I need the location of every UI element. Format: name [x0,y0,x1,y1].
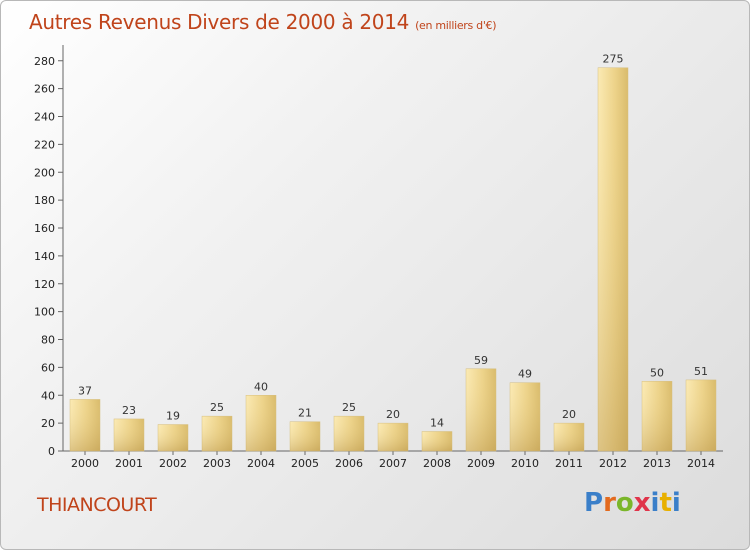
value-label-2012: 275 [603,53,624,66]
y-tick-label: 140 [34,250,55,263]
bar-shade-2011 [554,423,584,451]
commune-name: THIANCOURT [37,494,157,516]
chart-title-text: Autres Revenus Divers de 2000 à 2014 [29,10,410,34]
x-tick-label-2005: 2005 [291,457,319,470]
value-label-2011: 20 [562,408,576,421]
value-label-2009: 59 [474,354,488,367]
x-tick-label-2002: 2002 [159,457,187,470]
x-tick-label-2014: 2014 [687,457,715,470]
y-tick-label: 40 [41,389,55,402]
value-label-2001: 23 [122,404,136,417]
x-tick-label-2007: 2007 [379,457,407,470]
value-label-2004: 40 [254,380,268,393]
value-label-2006: 25 [342,401,356,414]
value-label-2010: 49 [518,368,532,381]
chart-bars [69,67,717,452]
value-label-2014: 51 [694,365,708,378]
y-tick-label: 160 [34,222,55,235]
x-tick-label-2013: 2013 [643,457,671,470]
logo-letter: i [650,488,660,518]
logo-letter: x [633,488,651,518]
y-tick-label: 120 [34,278,55,291]
y-tick-label: 200 [34,166,55,179]
y-tick-label: 20 [41,417,55,430]
x-tick-label-2011: 2011 [555,457,583,470]
bar-shade-2004 [246,395,276,451]
value-label-2003: 25 [210,401,224,414]
bar-shade-2002 [158,424,188,451]
value-label-2000: 37 [78,384,92,397]
y-tick-label: 60 [41,361,55,374]
logo-letter: r [603,488,616,518]
x-tick-label-2003: 2003 [203,457,231,470]
value-label-2005: 21 [298,407,312,420]
chart-axes: 0204060801001201401601802002202402602802… [34,45,723,470]
x-tick-label-2008: 2008 [423,457,451,470]
y-tick-label: 0 [48,445,55,458]
bar-shade-2001 [114,418,144,451]
bar-shade-2005 [290,421,320,451]
bar-shade-2003 [202,416,232,451]
logo-letter: t [659,488,672,518]
y-tick-label: 220 [34,138,55,151]
bar-shade-2012 [598,67,628,452]
y-tick-label: 240 [34,111,55,124]
bar-shade-2006 [334,416,364,451]
chart-subtitle: (en milliers d'€) [415,19,497,32]
y-tick-label: 260 [34,83,55,96]
bar-shade-2000 [70,399,100,451]
value-label-2002: 19 [166,410,180,423]
bar-shade-2010 [510,382,540,451]
x-tick-label-2010: 2010 [511,457,539,470]
x-tick-label-2012: 2012 [599,457,627,470]
value-label-2013: 50 [650,366,664,379]
bar-shade-2008 [422,431,452,451]
bar-shade-2014 [686,379,716,451]
logo-letter: i [671,488,681,518]
bar-shade-2009 [466,368,496,451]
logo-letter: o [615,488,634,518]
proxiti-logo: Proxiti [584,488,681,518]
y-tick-label: 280 [34,55,55,68]
y-tick-label: 100 [34,306,55,319]
chart-title: Autres Revenus Divers de 2000 à 2014 (en … [29,10,497,34]
bar-shade-2013 [642,381,672,451]
value-label-2008: 14 [430,416,444,429]
x-tick-label-2009: 2009 [467,457,495,470]
y-tick-label: 180 [34,194,55,207]
logo-letter: P [584,488,604,518]
x-tick-label-2001: 2001 [115,457,143,470]
bar-shade-2007 [378,423,408,451]
x-tick-label-2004: 2004 [247,457,275,470]
x-tick-label-2006: 2006 [335,457,363,470]
value-label-2007: 20 [386,408,400,421]
y-tick-label: 80 [41,334,55,347]
x-tick-label-2000: 2000 [71,457,99,470]
chart-labels: 37 23 19 25 40 21 25 20 14 59 49 20 275 50 51 [78,53,708,430]
